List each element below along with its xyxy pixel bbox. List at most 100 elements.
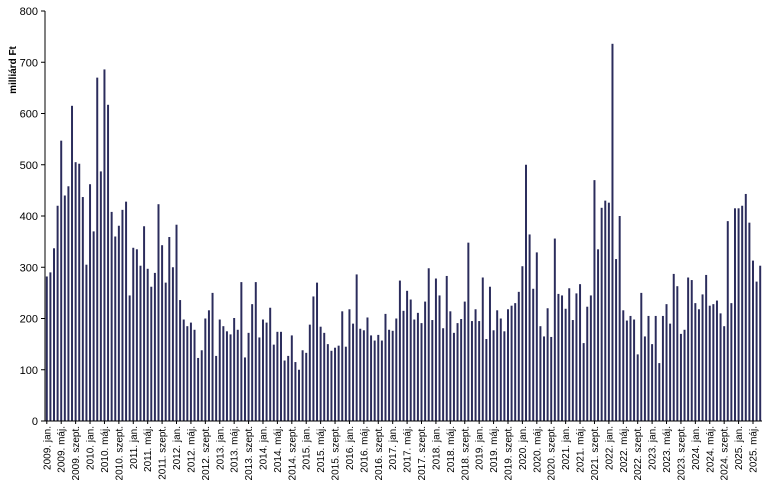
x-tick-label: 2013. máj. <box>230 426 241 473</box>
bar <box>171 267 174 421</box>
x-tick-label: 2012. jan. <box>172 426 183 470</box>
x-axis: 2009. jan. 2009. máj. 2009. szept. 2010. ja… <box>42 420 762 480</box>
bar <box>125 201 128 421</box>
bar <box>326 344 329 422</box>
bar <box>370 335 373 421</box>
y-axis: 0 100 200 300 400 500 600 700 800 <box>20 6 46 428</box>
bar <box>575 293 578 421</box>
bar <box>175 224 178 421</box>
bar <box>164 282 167 422</box>
x-tick-label: 2017. jan. <box>388 426 399 470</box>
bar <box>452 332 455 421</box>
x-tick-label: 2010. szept. <box>114 426 125 480</box>
bar <box>99 171 102 421</box>
bar <box>427 268 430 421</box>
bar <box>186 326 189 421</box>
bar <box>398 280 401 421</box>
bar <box>348 309 351 421</box>
bar <box>467 242 470 421</box>
bar <box>654 315 657 421</box>
bar <box>92 231 95 422</box>
x-tick-label: 2017. máj. <box>403 426 414 473</box>
bar <box>658 363 661 421</box>
bar <box>499 318 502 421</box>
y-axis-label: milliárd Ft <box>8 45 19 93</box>
bar <box>240 282 243 421</box>
x-tick-label: 2021. máj. <box>576 426 587 473</box>
bar <box>222 326 225 421</box>
bar <box>330 350 333 421</box>
x-tick-label: 2018. jan. <box>431 426 442 470</box>
x-tick-label: 2018. szept. <box>460 426 471 480</box>
bar <box>615 259 618 421</box>
x-tick-label: 2024. jan. <box>691 426 702 470</box>
bar <box>384 313 387 421</box>
bar <box>665 304 668 421</box>
bar <box>409 299 412 421</box>
x-tick-label: 2020. máj. <box>532 426 543 473</box>
y-tick-label: 0 <box>32 416 38 428</box>
bar <box>251 304 254 421</box>
bar <box>561 295 564 421</box>
x-tick-label: 2020. szept. <box>547 426 558 480</box>
bar <box>96 77 99 422</box>
bar <box>478 321 481 421</box>
bar <box>341 311 344 421</box>
x-tick-label: 2010. jan. <box>86 426 97 470</box>
x-tick-label: 2009. máj. <box>57 426 68 473</box>
x-tick-label: 2025. jan. <box>734 426 745 470</box>
bar <box>56 205 59 421</box>
x-tick-label: 2024. máj. <box>705 426 716 473</box>
bar <box>179 300 182 421</box>
bar <box>647 315 650 421</box>
bar <box>546 308 549 421</box>
bar <box>71 105 74 421</box>
x-tick-label: 2012. máj. <box>186 426 197 473</box>
bar <box>272 344 275 421</box>
bar <box>532 288 535 421</box>
bar <box>280 331 282 421</box>
x-tick-label: 2022. máj. <box>619 426 630 473</box>
x-tick-label: 2025. máj. <box>748 426 759 473</box>
bar <box>53 248 55 421</box>
bar <box>470 321 473 421</box>
bar <box>290 335 293 421</box>
bar <box>128 295 131 421</box>
bar <box>67 186 70 421</box>
bar <box>49 272 52 422</box>
bar <box>481 277 484 421</box>
bar <box>723 326 726 421</box>
bar <box>442 328 445 421</box>
bar <box>117 225 120 421</box>
x-tick-label: 2016. szept. <box>374 426 385 480</box>
bar <box>434 278 437 421</box>
bar <box>352 323 355 422</box>
bar <box>229 334 232 421</box>
bar <box>510 305 513 421</box>
bar <box>708 305 711 421</box>
bar <box>366 317 369 421</box>
bar <box>687 277 690 421</box>
bar <box>733 208 736 421</box>
bar <box>438 295 441 421</box>
bar <box>507 309 509 421</box>
bar <box>146 268 149 421</box>
bar <box>78 163 81 422</box>
x-tick-label: 2023. szept. <box>676 426 687 480</box>
bar <box>211 292 214 422</box>
bar <box>672 273 675 421</box>
bar <box>265 322 268 421</box>
bar <box>135 249 138 421</box>
bar <box>539 326 542 421</box>
bar <box>741 205 744 421</box>
x-tick-label: 2015. jan. <box>302 426 313 470</box>
x-tick-label: 2018. máj. <box>446 426 457 473</box>
bar <box>633 319 636 421</box>
bar <box>564 308 567 421</box>
bar <box>74 162 77 421</box>
bar <box>319 326 322 421</box>
bar <box>517 291 520 421</box>
bar <box>204 318 207 421</box>
bar <box>323 332 326 421</box>
bar <box>752 260 754 421</box>
